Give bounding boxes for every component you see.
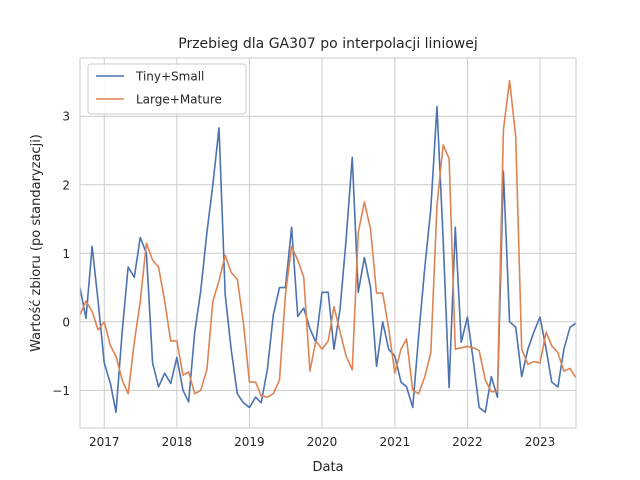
- series-line-tiny-small: [79, 105, 577, 414]
- grid: [80, 58, 576, 428]
- plot-frame: [79, 57, 577, 429]
- x-tick-label: 2018: [162, 435, 193, 449]
- legend-label-large-mature: Large+Mature: [136, 93, 222, 107]
- x-tick-label: 2023: [525, 435, 556, 449]
- x-tick-label: 2022: [452, 435, 483, 449]
- x-tick-label: 2017: [89, 435, 120, 449]
- chart-title: Przebieg dla GA307 po interpolacji linio…: [178, 36, 477, 52]
- x-tick-label: 2021: [380, 435, 411, 449]
- y-tick-label: 3: [62, 110, 70, 124]
- y-axis-title: Wartość zbioru (po standaryzacji): [29, 134, 44, 352]
- y-tick-labels: −1 0 1 2 3: [52, 110, 70, 398]
- series-lines: [79, 79, 577, 414]
- x-axis-title: Data: [312, 460, 343, 475]
- y-tick-label: 1: [62, 247, 70, 261]
- x-tick-labels: 2017 2018 2019 2020 2021 2022 2023: [89, 435, 555, 449]
- y-tick-label: 0: [62, 315, 70, 329]
- y-tick-label: −1: [52, 384, 70, 398]
- legend-box: [87, 63, 247, 115]
- x-tick-label: 2019: [234, 435, 265, 449]
- x-tick-label: 2020: [307, 435, 338, 449]
- legend: Tiny+Small Large+Mature: [87, 63, 247, 115]
- legend-label-tiny-small: Tiny+Small: [135, 70, 204, 84]
- series-line-large-mature: [79, 79, 577, 398]
- y-tick-label: 2: [62, 178, 70, 192]
